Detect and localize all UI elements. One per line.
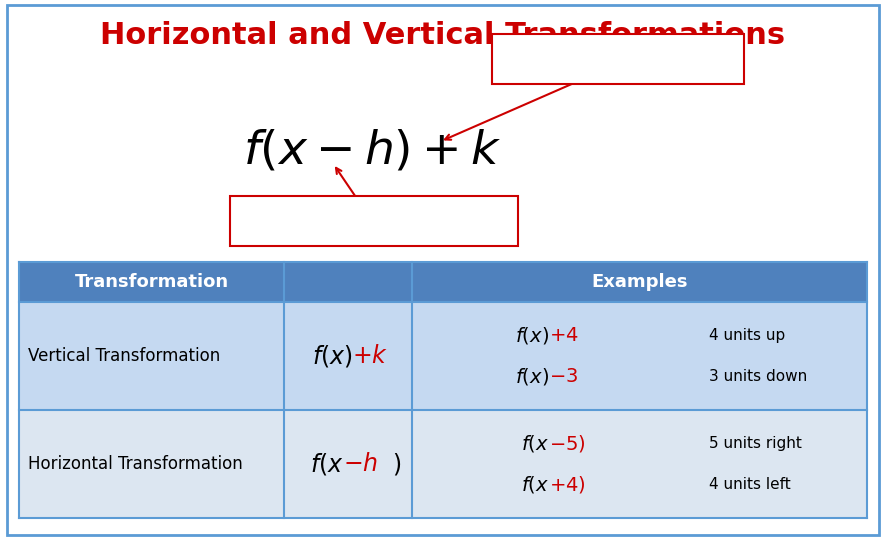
Text: $+k$: $+k$	[352, 345, 388, 368]
Text: 4 units left: 4 units left	[709, 477, 790, 492]
Text: $+4$: $+4$	[549, 326, 579, 346]
Text: $-5)$: $-5)$	[549, 434, 586, 454]
FancyBboxPatch shape	[19, 410, 867, 518]
FancyBboxPatch shape	[19, 262, 867, 302]
Text: Horizontal Transformation: Horizontal Transformation	[28, 455, 243, 474]
Text: Vertical Transformation: Vertical Transformation	[529, 51, 707, 66]
Text: $f(x$: $f(x$	[521, 475, 549, 495]
Text: Transformation: Transformation	[74, 273, 229, 291]
Text: Horizontal Transformation: Horizontal Transformation	[276, 213, 473, 228]
Text: 3 units down: 3 units down	[709, 369, 807, 384]
Text: $+4)$: $+4)$	[549, 475, 586, 495]
FancyBboxPatch shape	[492, 34, 744, 84]
Text: Horizontal and Vertical Transformations: Horizontal and Vertical Transformations	[100, 21, 786, 50]
Text: $f(x)$: $f(x)$	[312, 343, 352, 369]
FancyBboxPatch shape	[19, 302, 867, 410]
Text: $f(x$: $f(x$	[309, 451, 343, 477]
Text: Examples: Examples	[591, 273, 688, 291]
Text: $-h$: $-h$	[343, 453, 378, 476]
Text: 4 units up: 4 units up	[709, 328, 785, 343]
Text: 5 units right: 5 units right	[709, 436, 802, 451]
Text: $f(x-h)+k$: $f(x-h)+k$	[243, 129, 501, 174]
FancyBboxPatch shape	[230, 196, 518, 246]
Text: Vertical Transformation: Vertical Transformation	[28, 347, 221, 366]
Text: $-3$: $-3$	[549, 367, 579, 387]
Text: $)$: $)$	[392, 451, 401, 477]
Text: $f(x)$: $f(x)$	[516, 326, 549, 346]
Text: $f(x)$: $f(x)$	[516, 367, 549, 387]
Text: $f(x$: $f(x$	[521, 434, 549, 454]
